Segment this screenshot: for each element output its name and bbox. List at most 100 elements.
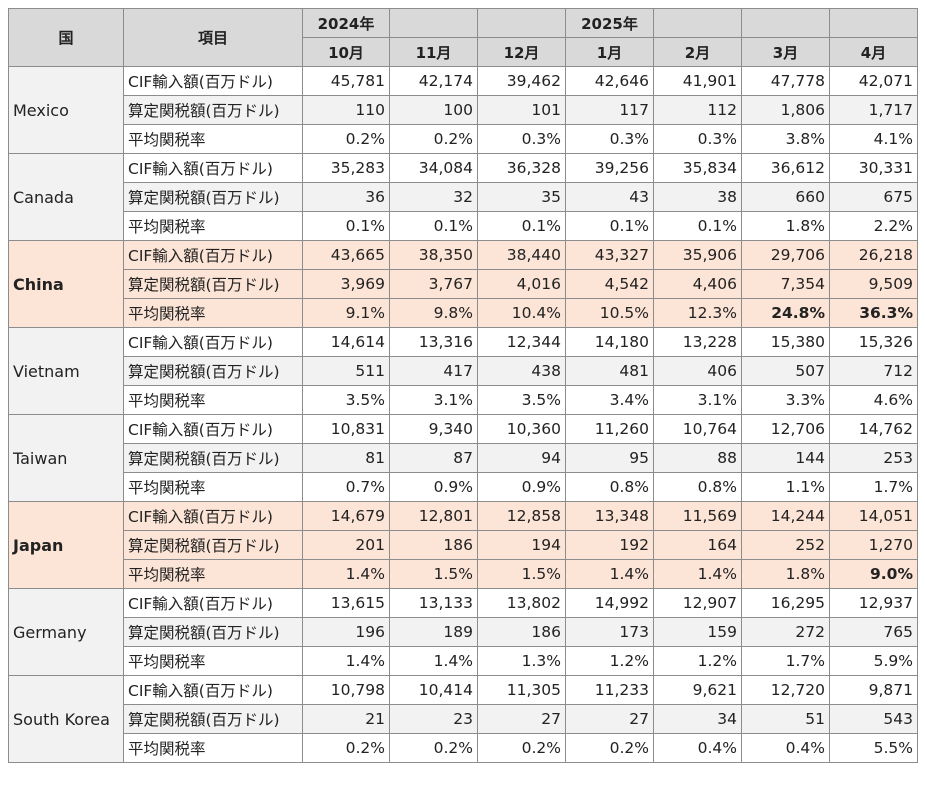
metric-label: 算定関税額(百万ドル): [123, 530, 303, 560]
table-row: 平均関税率 0.2% 0.2% 0.2% 0.2% 0.4% 0.4% 5.5%: [9, 733, 918, 763]
value-cell: 13,316: [389, 327, 478, 357]
value-cell: 186: [389, 530, 478, 560]
header-year-empty: [741, 8, 830, 38]
value-cell: 9.0%: [829, 559, 918, 589]
value-cell: 88: [653, 443, 742, 473]
value-cell: 1.5%: [477, 559, 566, 589]
metric-label: 平均関税率: [123, 124, 303, 154]
value-cell: 41,901: [653, 66, 742, 96]
country-cell: South Korea: [8, 675, 124, 763]
value-cell: 38,440: [477, 240, 566, 270]
header-item: 項目: [123, 8, 303, 67]
value-cell: 3.3%: [741, 385, 830, 415]
value-cell: 36,612: [741, 153, 830, 183]
value-cell: 1,806: [741, 95, 830, 125]
value-cell: 13,615: [302, 588, 390, 618]
table-row: 平均関税率 1.4% 1.4% 1.3% 1.2% 1.2% 1.7% 5.9%: [9, 646, 918, 676]
country-cell: Vietnam: [8, 327, 124, 415]
value-cell: 0.7%: [302, 472, 390, 502]
country-cell: China: [8, 240, 124, 328]
value-cell: 4.1%: [829, 124, 918, 154]
value-cell: 43,327: [565, 240, 654, 270]
value-cell: 13,228: [653, 327, 742, 357]
value-cell: 481: [565, 356, 654, 386]
value-cell: 9,621: [653, 675, 742, 705]
value-cell: 12,858: [477, 501, 566, 531]
metric-label: CIF輸入額(百万ドル): [123, 327, 303, 357]
value-cell: 12,907: [653, 588, 742, 618]
value-cell: 12,344: [477, 327, 566, 357]
value-cell: 4,016: [477, 269, 566, 299]
metric-label: 算定関税額(百万ドル): [123, 617, 303, 647]
metric-label: 算定関税額(百万ドル): [123, 704, 303, 734]
header-month: 4月: [829, 37, 918, 67]
value-cell: 0.4%: [741, 733, 830, 763]
table-row: 算定関税額(百万ドル) 21 23 27 27 34 51 543: [9, 704, 918, 734]
value-cell: 1.4%: [565, 559, 654, 589]
value-cell: 0.3%: [565, 124, 654, 154]
value-cell: 101: [477, 95, 566, 125]
metric-label: 算定関税額(百万ドル): [123, 443, 303, 473]
value-cell: 38: [653, 182, 742, 212]
metric-label: 平均関税率: [123, 472, 303, 502]
value-cell: 1.7%: [829, 472, 918, 502]
value-cell: 9.8%: [389, 298, 478, 328]
value-cell: 186: [477, 617, 566, 647]
value-cell: 0.9%: [477, 472, 566, 502]
value-cell: 35,906: [653, 240, 742, 270]
value-cell: 14,180: [565, 327, 654, 357]
table-row: Japan CIF輸入額(百万ドル) 14,679 12,801 12,858 13,34…: [8, 501, 918, 589]
metric-label: 算定関税額(百万ドル): [123, 269, 303, 299]
value-cell: 1.1%: [741, 472, 830, 502]
header-year-2024: 2024年: [302, 8, 390, 38]
table-row: Germany CIF輸入額(百万ドル) 13,615 13,133 13,802 14,…: [8, 588, 918, 676]
table-row: 算定関税額(百万ドル) 201 186 194 192 164 252 1,270: [9, 530, 918, 560]
value-cell: 543: [829, 704, 918, 734]
value-cell: 38,350: [389, 240, 478, 270]
metric-label: 平均関税率: [123, 385, 303, 415]
header-country: 国: [8, 8, 124, 67]
value-cell: 1.5%: [389, 559, 478, 589]
value-cell: 0.2%: [565, 733, 654, 763]
value-cell: 34,084: [389, 153, 478, 183]
value-cell: 11,233: [565, 675, 654, 705]
value-cell: 23: [389, 704, 478, 734]
country-cell: Mexico: [8, 66, 124, 154]
value-cell: 11,260: [565, 414, 654, 444]
value-cell: 0.1%: [653, 211, 742, 241]
header-year-empty: [653, 8, 742, 38]
value-cell: 0.2%: [477, 733, 566, 763]
header-year-empty: [829, 8, 918, 38]
value-cell: 712: [829, 356, 918, 386]
value-cell: 14,614: [302, 327, 390, 357]
value-cell: 0.9%: [389, 472, 478, 502]
value-cell: 110: [302, 95, 390, 125]
value-cell: 7,354: [741, 269, 830, 299]
value-cell: 1.3%: [477, 646, 566, 676]
value-cell: 189: [389, 617, 478, 647]
table-row: 平均関税率 0.2% 0.2% 0.3% 0.3% 0.3% 3.8% 4.1%: [9, 124, 918, 154]
metric-label: CIF輸入額(百万ドル): [123, 414, 303, 444]
country-cell: Canada: [8, 153, 124, 241]
value-cell: 24.8%: [741, 298, 830, 328]
header-month: 2月: [653, 37, 742, 67]
header-year-empty: [477, 8, 566, 38]
metric-label: 算定関税額(百万ドル): [123, 95, 303, 125]
metric-label: 平均関税率: [123, 559, 303, 589]
value-cell: 42,174: [389, 66, 478, 96]
value-cell: 2.2%: [829, 211, 918, 241]
value-cell: 10,798: [302, 675, 390, 705]
value-cell: 94: [477, 443, 566, 473]
value-cell: 16,295: [741, 588, 830, 618]
table-row: 算定関税額(百万ドル) 110 100 101 117 112 1,806 1,717: [9, 95, 918, 125]
value-cell: 4.6%: [829, 385, 918, 415]
metric-label: CIF輸入額(百万ドル): [123, 588, 303, 618]
value-cell: 1.7%: [741, 646, 830, 676]
value-cell: 660: [741, 182, 830, 212]
value-cell: 13,133: [389, 588, 478, 618]
value-cell: 406: [653, 356, 742, 386]
value-cell: 438: [477, 356, 566, 386]
metric-label: CIF輸入額(百万ドル): [123, 153, 303, 183]
country-cell: Taiwan: [8, 414, 124, 502]
value-cell: 27: [565, 704, 654, 734]
